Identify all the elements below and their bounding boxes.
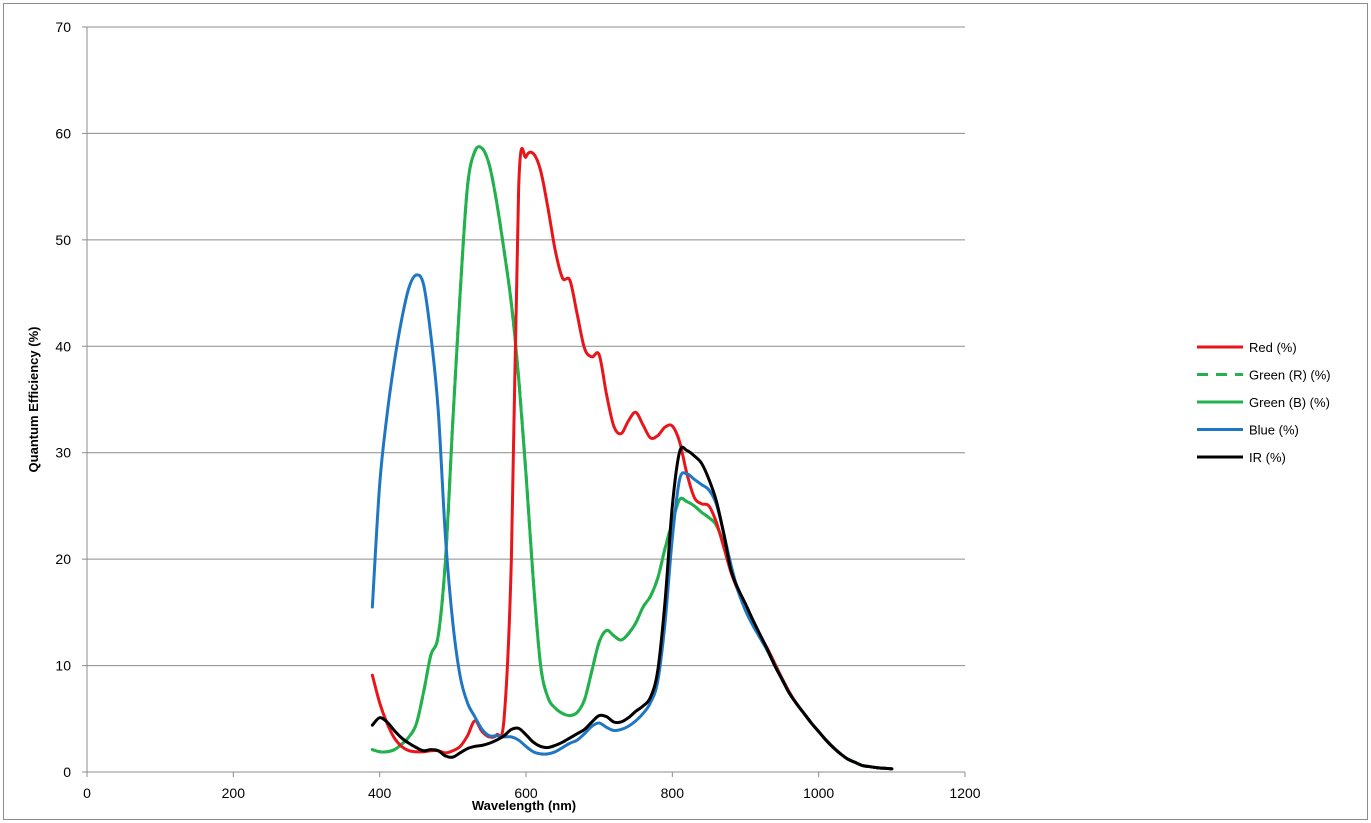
legend-label-red: Red (%) [1249, 340, 1297, 355]
y-tick-label: 50 [55, 232, 71, 248]
gridlines [87, 26, 965, 667]
y-tick-label: 40 [55, 338, 71, 354]
x-axis-title: Wavelength (nm) [472, 798, 576, 813]
axes [82, 26, 966, 777]
series-line-ir [370, 445, 894, 771]
tick-labels: 0 10 20 30 40 50 60 70 0 200 400 600 800 1000 1200 [55, 19, 980, 801]
legend-label-blue: Blue (%) [1249, 423, 1299, 438]
chart-frame [3, 3, 1368, 820]
legend-label-green-b: Green (B) (%) [1249, 395, 1330, 410]
y-tick-label: 70 [55, 19, 71, 35]
legend-label-green-r: Green (R) (%) [1249, 368, 1331, 383]
y-tick-label: 20 [55, 551, 71, 567]
series-line-blue [370, 273, 894, 771]
x-tick-label: 600 [514, 785, 538, 801]
y-tick-label: 60 [55, 125, 71, 141]
y-tick-label: 30 [55, 445, 71, 461]
x-tick-label: 800 [661, 785, 685, 801]
x-tick-label: 200 [222, 785, 246, 801]
y-tick-label: 0 [63, 764, 71, 780]
x-tick-label: 400 [368, 785, 392, 801]
x-tick-label: 1000 [803, 785, 834, 801]
y-axis-title: Quantum Efficiency (%) [26, 327, 41, 473]
y-tick-label: 10 [55, 658, 71, 674]
x-tick-label: 1200 [949, 785, 980, 801]
x-tick-label: 0 [83, 785, 91, 801]
legend: Red (%) Green (R) (%) Green (B) (%) Blue (%… [1197, 340, 1331, 465]
series-lines [370, 145, 894, 771]
legend-label-ir: IR (%) [1249, 450, 1286, 465]
